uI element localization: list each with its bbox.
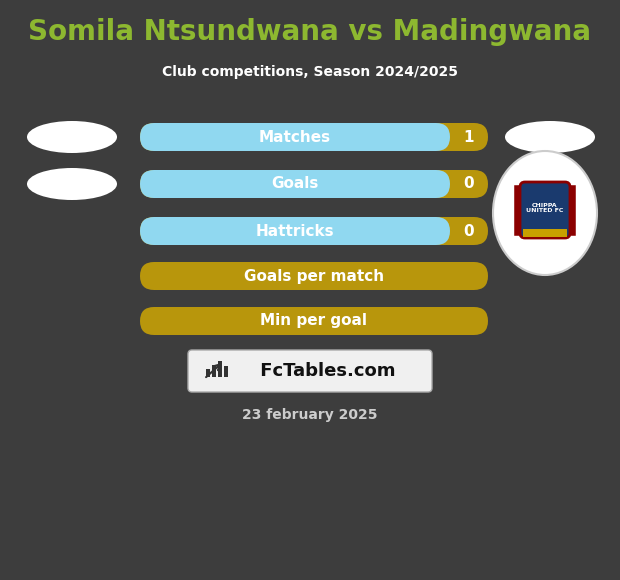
FancyBboxPatch shape (140, 170, 450, 198)
FancyBboxPatch shape (140, 262, 488, 290)
FancyBboxPatch shape (224, 366, 228, 377)
FancyBboxPatch shape (140, 217, 450, 245)
Text: Goals: Goals (272, 176, 319, 191)
Text: 0: 0 (464, 176, 474, 191)
FancyBboxPatch shape (212, 365, 216, 377)
FancyBboxPatch shape (140, 307, 488, 335)
Text: 1: 1 (464, 129, 474, 144)
Text: 0: 0 (464, 223, 474, 238)
Text: 23 february 2025: 23 february 2025 (242, 408, 378, 422)
Text: CHIPPA
UNITED FC: CHIPPA UNITED FC (526, 202, 564, 213)
Text: Goals per match: Goals per match (244, 269, 384, 284)
FancyBboxPatch shape (140, 170, 488, 198)
Text: Min per goal: Min per goal (260, 314, 368, 328)
Text: Somila Ntsundwana vs Madingwana: Somila Ntsundwana vs Madingwana (29, 18, 591, 46)
Text: Matches: Matches (259, 129, 331, 144)
FancyBboxPatch shape (140, 123, 450, 151)
Ellipse shape (505, 121, 595, 153)
Text: FcTables.com: FcTables.com (254, 362, 396, 380)
FancyBboxPatch shape (188, 350, 432, 392)
FancyBboxPatch shape (523, 229, 567, 237)
FancyBboxPatch shape (206, 369, 210, 377)
Ellipse shape (27, 121, 117, 153)
FancyBboxPatch shape (140, 123, 488, 151)
Ellipse shape (27, 168, 117, 200)
FancyBboxPatch shape (218, 361, 222, 377)
Ellipse shape (493, 151, 597, 275)
Text: Hattricks: Hattricks (255, 223, 334, 238)
FancyBboxPatch shape (520, 182, 570, 238)
Text: Club competitions, Season 2024/2025: Club competitions, Season 2024/2025 (162, 65, 458, 79)
FancyBboxPatch shape (140, 217, 488, 245)
